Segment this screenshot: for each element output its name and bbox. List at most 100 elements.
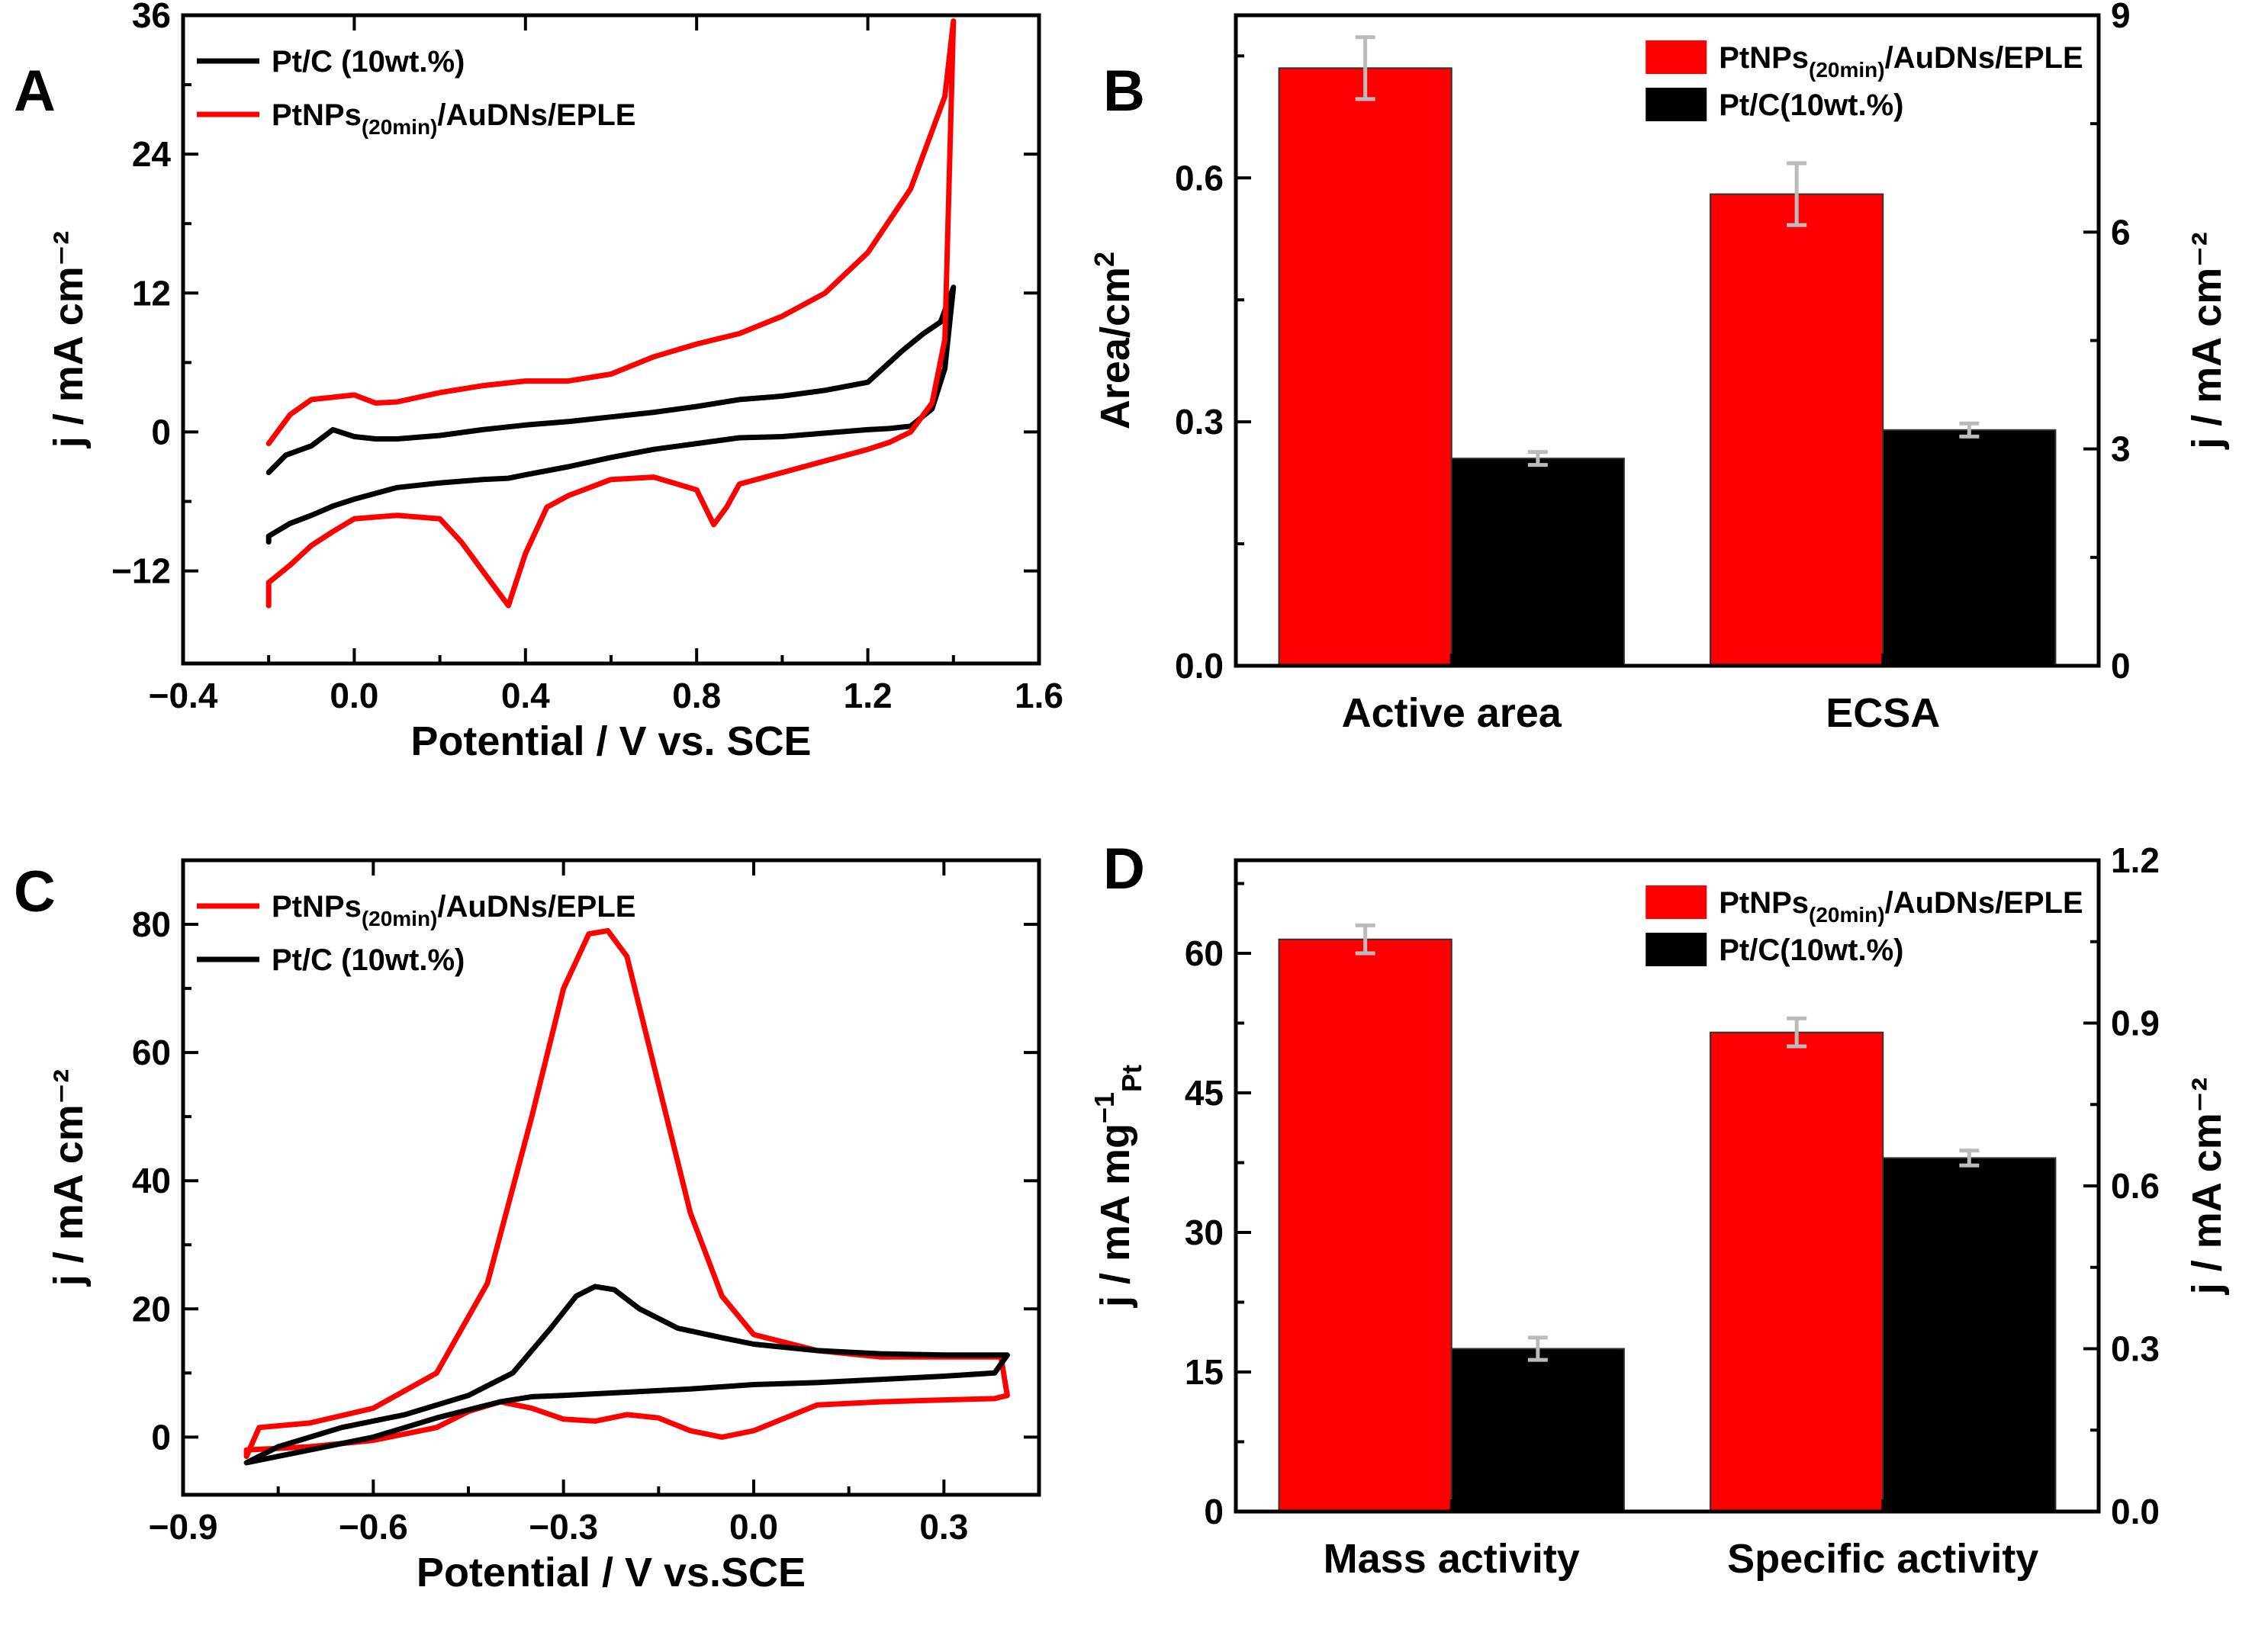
- panel-a-y-axis-label: j / mA cm⁻²: [46, 231, 92, 449]
- panel-c-legend-label-1-base: Pt/C (10wt.%): [272, 943, 465, 977]
- panel-b-y-axis-label-base: Area/cm: [1092, 267, 1138, 429]
- panel-a-x-axis-label: Potential / V vs. SCE: [410, 718, 811, 764]
- panel-c-x-tick-label: −0.6: [339, 1507, 408, 1547]
- panel-a-legend-label-0-base: Pt/C (10wt.%): [272, 45, 465, 79]
- panel-d-legend-label-0-base: PtNPs: [1719, 886, 1809, 920]
- panel-d-y-axis-label: j / mA mg−1Pt: [1089, 1065, 1147, 1308]
- panel-c-x-tick-label: −0.9: [149, 1507, 218, 1547]
- panel-a-x-tick-label: 0.0: [330, 676, 378, 715]
- panel-d-y-tick-label: 45: [1185, 1073, 1224, 1113]
- panel-b-y2-tick-label: 0: [2111, 646, 2131, 686]
- panel-label-d: D: [1103, 837, 1145, 901]
- panel-c-y-axis-label: j / mA cm⁻²: [46, 1069, 92, 1287]
- panel-a-legend-label-1: PtNPs(20min)/AuDNs/EPLE: [272, 98, 635, 139]
- panel-a-series-line-0: [265, 284, 957, 545]
- panel-b-legend-label-0: PtNPs(20min)/AuDNs/EPLE: [1719, 41, 2083, 82]
- panel-b-legend-label-0-tail: /AuDNs/EPLE: [1885, 41, 2083, 75]
- panel-c-legend-label-0: PtNPs(20min)/AuDNs/EPLE: [272, 890, 635, 930]
- panel-a-x-tick-label: 1.2: [844, 676, 893, 715]
- panel-c-legend-label-1: Pt/C (10wt.%): [272, 943, 465, 977]
- panel-d-bar-1-0: [1450, 1348, 1625, 1512]
- panel-d-y-axis-label-base: j / mA mg: [1092, 1123, 1138, 1308]
- panel-d-bar-0-1: [1710, 1031, 1884, 1512]
- panel-b-y2-tick-label: 3: [2111, 429, 2131, 469]
- panel-c-x-tick-label: 0.0: [729, 1507, 778, 1547]
- panel-d-y-tick-label: 0: [1204, 1492, 1224, 1531]
- panel-b-y-tick-label: 0.3: [1175, 402, 1224, 442]
- panel-a-x-tick-label: 0.4: [501, 676, 550, 715]
- panel-d-legend-label-1-base: Pt/C(10wt.%): [1719, 933, 1903, 967]
- panel-a-series-line-1: [265, 18, 957, 609]
- panel-c-y-tick-label: 80: [132, 904, 171, 944]
- panel-d-activity-bar-chart: Mass activity Specific activity 0 15 30 45 60 0…: [1089, 840, 2230, 1582]
- panel-d-legend-label-0-tail: /AuDNs/EPLE: [1885, 886, 2083, 920]
- panel-b-y-tick-label: 0.0: [1175, 646, 1224, 686]
- panel-b-bar-1-0: [1450, 458, 1625, 667]
- panel-c-legend-label-0-sub: (20min): [362, 907, 438, 930]
- panel-c-y-tick-label: 60: [132, 1033, 171, 1072]
- panel-a-x-tick-label: 1.6: [1015, 676, 1063, 715]
- panel-d-category-label: Specific activity: [1727, 1536, 2038, 1582]
- panel-c-y-tick-label: 40: [132, 1161, 171, 1200]
- panel-b-legend-label-1-base: Pt/C(10wt.%): [1719, 88, 1903, 122]
- panel-d-y2-axis-label: j / mA cm⁻²: [2184, 1078, 2230, 1296]
- panel-d-y2-tick-label: 0.0: [2111, 1492, 2160, 1531]
- panel-b-bar-0-1: [1710, 193, 1884, 667]
- panel-c-plot-frame: [181, 858, 1041, 1497]
- panel-b-legend-label-1: Pt/C(10wt.%): [1719, 88, 1903, 122]
- panel-c-legend-label-0-tail: /AuDNs/EPLE: [437, 890, 635, 924]
- panel-d-legend-swatch-1: [1646, 933, 1707, 966]
- panel-d-y2-tick-label: 0.9: [2111, 1004, 2160, 1043]
- panel-d-y-axis-label-sub: Pt: [1116, 1065, 1147, 1092]
- panel-label-c: C: [14, 859, 56, 924]
- panel-d-legend-label-0-sub: (20min): [1809, 903, 1885, 927]
- panel-d-bar-1-1: [1882, 1157, 2057, 1513]
- panel-a-legend-label-1-base: PtNPs: [272, 98, 362, 132]
- panel-c-x-tick-label: 0.3: [919, 1507, 968, 1547]
- panel-a-cv-chart: −0.4 0.0 0.4 0.8 1.2 1.6 −12 0 12 24 36 Potential /…: [46, 0, 1063, 764]
- panel-c-series-line-1: [243, 1284, 1010, 1466]
- panel-a-x-tick-label: 0.8: [672, 676, 721, 715]
- panel-b-y-axis-label: Area/cm2: [1089, 252, 1138, 429]
- panel-d-y-tick-label: 30: [1185, 1213, 1224, 1252]
- panel-a-y-tick-label: 24: [132, 134, 172, 174]
- panel-b-y2-tick-label: 9: [2111, 0, 2131, 35]
- panel-c-x-axis-label: Potential / V vs.SCE: [417, 1550, 806, 1595]
- panel-c-series-line-0: [243, 927, 1010, 1460]
- panel-a-y-tick-label: −12: [111, 551, 171, 591]
- panel-d-y2-tick-label: 0.3: [2111, 1329, 2160, 1369]
- panel-b-y2-tick-label: 6: [2111, 212, 2131, 252]
- panel-label-b: B: [1103, 59, 1145, 124]
- panel-a-y-tick-label: 12: [132, 273, 171, 313]
- panel-a-legend-label-0: Pt/C (10wt.%): [272, 45, 465, 79]
- panel-d-legend-label-0: PtNPs(20min)/AuDNs/EPLE: [1719, 886, 2083, 927]
- panel-c-legend-label-0-base: PtNPs: [272, 890, 362, 924]
- panel-d-bar-0-0: [1278, 938, 1452, 1512]
- panel-d-legend-label-1: Pt/C(10wt.%): [1719, 933, 1903, 967]
- panel-b-bar-0-0: [1278, 67, 1452, 667]
- panel-b-y2-axis-label: j / mA cm⁻²: [2184, 232, 2230, 450]
- panel-b-legend-label-0-base: PtNPs: [1719, 41, 1809, 75]
- panel-c-cv-chart: −0.9 −0.6 −0.3 0.0 0.3 0 20 40 60 80 Potential / V…: [46, 858, 1041, 1595]
- panel-a-y-tick-label: 0: [151, 412, 171, 451]
- panel-a-y-tick-label: 36: [132, 0, 171, 35]
- panel-label-a: A: [14, 59, 56, 124]
- panel-b-legend-swatch-0: [1646, 40, 1707, 74]
- panel-d-y-tick-label: 15: [1185, 1352, 1224, 1392]
- panel-d-y2-tick-label: 1.2: [2111, 840, 2160, 880]
- panel-a-legend-label-1-tail: /AuDNs/EPLE: [437, 98, 635, 132]
- panel-d-legend-swatch-0: [1646, 885, 1707, 919]
- panel-c-y-tick-label: 0: [151, 1417, 171, 1457]
- panel-b-y-axis-label-sup: 2: [1089, 252, 1120, 267]
- panel-b-legend-label-0-sub: (20min): [1809, 58, 1885, 82]
- panel-a-x-tick-label: −0.4: [149, 676, 218, 715]
- panel-b-category-label: Active area: [1342, 690, 1562, 736]
- panel-b-y-tick-label: 0.6: [1175, 158, 1224, 198]
- panel-d-y-axis-label-sup: −1: [1089, 1092, 1120, 1123]
- panel-b-category-label: ECSA: [1826, 690, 1940, 736]
- panel-b-bar-1-1: [1882, 429, 2057, 667]
- panel-c-x-tick-label: −0.3: [529, 1507, 598, 1547]
- panel-b-legend-swatch-1: [1646, 88, 1707, 121]
- panel-b-area-bar-chart: Active area ECSA 0.0 0.3 0.6 0 3 6 9 Area/cm2 j / …: [1089, 0, 2230, 736]
